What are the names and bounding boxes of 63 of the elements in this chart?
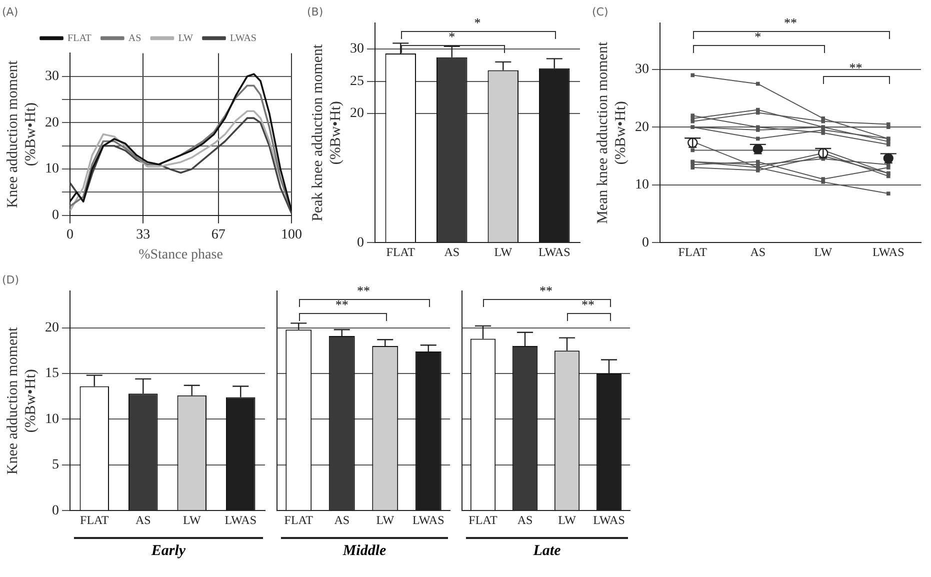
x-tick-label: 67 xyxy=(211,227,226,242)
legend-label: AS xyxy=(128,32,142,44)
y-tick-label: 20 xyxy=(350,106,364,122)
y-axis-title: Knee adduction moment (%Bw•Ht) xyxy=(4,60,39,208)
x-tick-label: 33 xyxy=(136,227,150,242)
x-tick-label: LWAS xyxy=(412,512,444,527)
y-tick-label: 10 xyxy=(45,412,59,427)
chart-title: (A) xyxy=(2,5,18,18)
x-tick-label: AS xyxy=(334,512,350,527)
y-tick-label: 15 xyxy=(45,366,59,382)
x-tick-label: LW xyxy=(814,244,833,259)
x-tick-label: LW xyxy=(376,512,395,527)
x-tick-label: AS xyxy=(135,512,151,527)
x-tick-label: AS xyxy=(517,512,533,527)
x-tick-label: FLAT xyxy=(284,512,314,527)
annotation: * xyxy=(448,29,456,44)
annotation: ** xyxy=(784,15,797,30)
x-tick-label: LWAS xyxy=(538,244,570,259)
y-tick-label: 30 xyxy=(350,42,364,57)
y-tick-label: 20 xyxy=(45,115,59,130)
y-tick-label: 25 xyxy=(350,74,364,89)
x-tick-label: LWAS xyxy=(872,244,904,259)
x-axis-title: Middle xyxy=(281,537,448,560)
legend-label: LW xyxy=(178,32,194,44)
y-axis-title: Knee adduction moment (%Bw•Ht) xyxy=(4,326,39,475)
y-tick-label: 10 xyxy=(45,162,59,177)
x-tick-label: LWAS xyxy=(224,512,257,527)
legend-label: FLAT xyxy=(68,32,92,44)
x-tick-label: FLAT xyxy=(678,244,708,259)
x-tick-label: LW xyxy=(558,512,577,527)
x-tick-label: LW xyxy=(182,512,202,527)
y-axis-title: Mean knee adduction moment (%Bw•Ht) xyxy=(594,41,629,224)
x-axis-title: Early xyxy=(74,537,263,560)
y-tick-label: 20 xyxy=(45,320,59,336)
x-tick-label: FLAT xyxy=(80,512,110,527)
x-tick-label: AS xyxy=(750,244,766,259)
chart-title: (C) xyxy=(592,5,608,18)
chart-title: (D) xyxy=(2,273,20,286)
x-tick-label: LWAS xyxy=(593,512,625,527)
x-tick-label: FLAT xyxy=(386,244,416,259)
x-axis-title: %Stance phase xyxy=(138,247,223,262)
legend-label: LWAS xyxy=(230,32,256,44)
y-tick-label: 5 xyxy=(52,458,59,473)
y-tick-label: 0 xyxy=(52,208,59,224)
y-axis-title: Peak knee adduction moment (%Bw•Ht) xyxy=(310,44,344,222)
x-axis-title: Late xyxy=(466,537,628,560)
annotation: ** xyxy=(540,283,552,298)
x-tick-label: LW xyxy=(494,244,513,259)
annotation: ** xyxy=(335,297,348,312)
x-tick-label: 100 xyxy=(281,227,302,242)
x-tick-label: FLAT xyxy=(468,512,498,527)
x-tick-label: AS xyxy=(444,244,460,259)
annotation: ** xyxy=(357,283,370,298)
y-tick-label: 20 xyxy=(635,120,649,135)
y-tick-label: 30 xyxy=(635,62,649,78)
x-tick-label: 0 xyxy=(66,227,74,242)
chart-title: (B) xyxy=(307,5,324,18)
annotation: ** xyxy=(582,297,594,312)
y-tick-label: 30 xyxy=(45,69,59,84)
annotation: * xyxy=(754,29,762,44)
annotation: * xyxy=(474,15,481,30)
y-tick-label: 10 xyxy=(635,178,649,193)
annotation: ** xyxy=(849,60,862,75)
